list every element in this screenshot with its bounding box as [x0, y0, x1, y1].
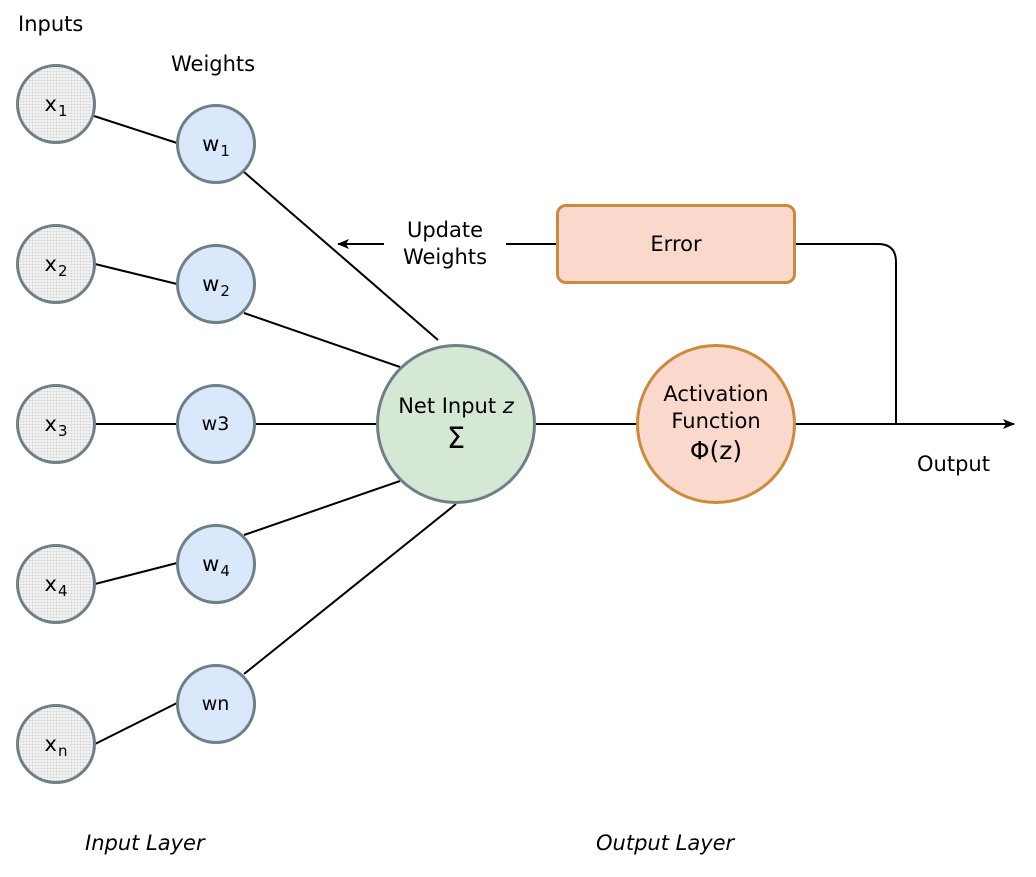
weight-label: wn [201, 693, 230, 715]
input-label: x [44, 92, 57, 116]
input-subscript: 3 [57, 422, 68, 440]
weight-subscript: 2 [220, 282, 230, 300]
input-subscript: 4 [57, 582, 68, 600]
input-layer-caption: Input Layer [85, 831, 205, 855]
update-weights-line2: Weights [402, 245, 488, 269]
update-weights-line1: Update [406, 218, 484, 242]
edge-w2-net [243, 312, 401, 368]
edge-x1-w1 [93, 115, 178, 144]
weight-label: w [202, 272, 220, 296]
activation-formula: Φ(z) [689, 436, 743, 465]
error-box: Error [556, 204, 796, 284]
input-label: x [44, 572, 57, 596]
edge-w1-net [243, 171, 439, 341]
edge-xn-wn [94, 702, 178, 745]
inputs-header: Inputs [18, 12, 84, 36]
net-input-variable: z [502, 394, 514, 418]
weight-subscript: 1 [220, 142, 230, 160]
input-subscript: 1 [57, 102, 68, 120]
activation-line1: Activation [663, 382, 769, 406]
weight-node-wn: wn [176, 664, 256, 744]
weight-label: w [202, 552, 220, 576]
input-label: x [44, 412, 57, 436]
net-input-label: Net Input z [398, 393, 514, 419]
edge-wn-net [243, 503, 457, 675]
output-label: Output [917, 452, 990, 476]
weight-subscript: 4 [220, 562, 230, 580]
weight-label: w [202, 132, 220, 156]
output-layer-caption: Output Layer [596, 831, 735, 855]
edge-w4-net [243, 480, 401, 536]
error-label: Error [650, 232, 702, 256]
net-input-text: Net Input [398, 394, 503, 418]
activation-line2: Function [671, 409, 761, 433]
input-subscript: n [57, 742, 68, 760]
weights-header: Weights [171, 52, 256, 76]
sigma-symbol: Σ [446, 421, 466, 455]
edge-x4-w4 [94, 562, 178, 585]
update-weights-label: Update Weights [384, 217, 506, 271]
feedback-line [796, 243, 897, 424]
weight-node-w3: w3 [176, 384, 256, 464]
activation-function-node: Activation Function Φ(z) [636, 344, 796, 504]
net-input-node: Net Input z Σ [376, 344, 536, 504]
input-label: x [44, 252, 57, 276]
input-label: x [44, 732, 57, 756]
weight-label: w3 [201, 413, 230, 435]
input-subscript: 2 [57, 262, 68, 280]
edge-x2-w2 [94, 263, 178, 285]
